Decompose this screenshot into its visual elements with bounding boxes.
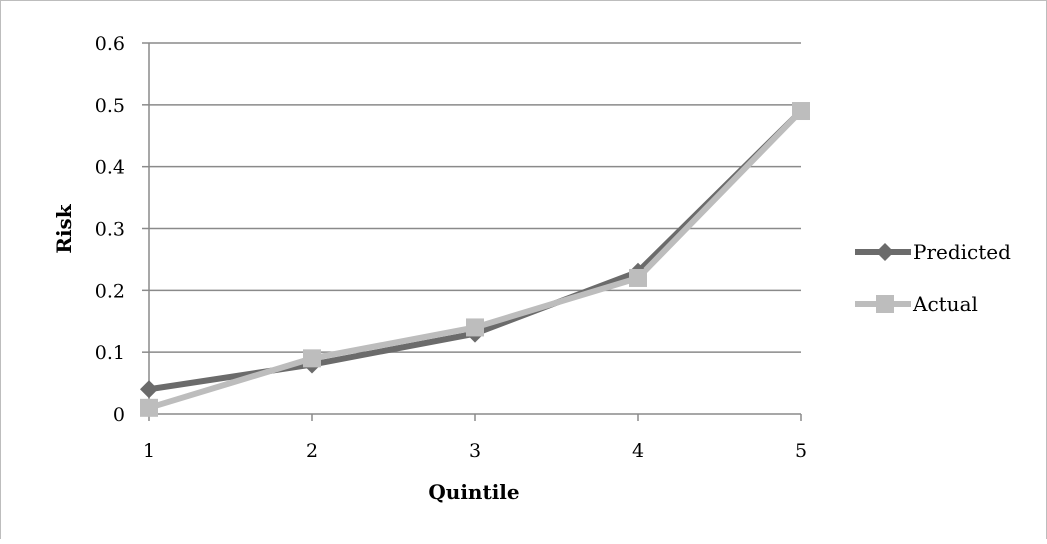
x-tick-label: 4 xyxy=(632,440,644,462)
x-axis-title: Quintile xyxy=(428,480,519,504)
data-point-actual xyxy=(629,268,647,287)
series-line-predicted xyxy=(148,108,804,393)
data-point-predicted xyxy=(140,380,158,399)
x-tick-label: 3 xyxy=(469,440,481,462)
axes xyxy=(142,42,802,421)
x-tick-label: 2 xyxy=(306,440,318,462)
tick-labels: 0 0.1 0.2 0.3 0.4 0.5 0.6 1 2 3 4 5 xyxy=(95,33,807,462)
gridlines xyxy=(149,42,801,353)
y-tick-label: 0 xyxy=(113,404,125,426)
legend-label: Actual xyxy=(912,292,978,316)
y-tick-label: 0.5 xyxy=(95,95,125,117)
y-tick-label: 0.2 xyxy=(95,280,125,302)
data-point-actual xyxy=(303,349,321,368)
y-tick-label: 0.4 xyxy=(95,157,125,179)
data-point-actual xyxy=(792,102,810,121)
x-tick-label: 1 xyxy=(143,440,155,462)
series-lines xyxy=(140,102,810,417)
x-tick-label: 5 xyxy=(795,440,807,462)
y-tick-label: 0.3 xyxy=(95,219,125,241)
data-point-actual xyxy=(140,398,158,417)
legend-marker xyxy=(876,243,894,261)
y-axis-title: Risk xyxy=(52,203,76,253)
y-tick-label: 0.1 xyxy=(95,342,125,364)
series-line-actual xyxy=(148,108,804,411)
data-point-actual xyxy=(466,318,484,337)
y-tick-label: 0.6 xyxy=(95,33,125,55)
legend-label: Predicted xyxy=(913,240,1011,264)
legend: Predicted Actual xyxy=(855,240,1011,316)
legend-marker xyxy=(876,295,894,313)
